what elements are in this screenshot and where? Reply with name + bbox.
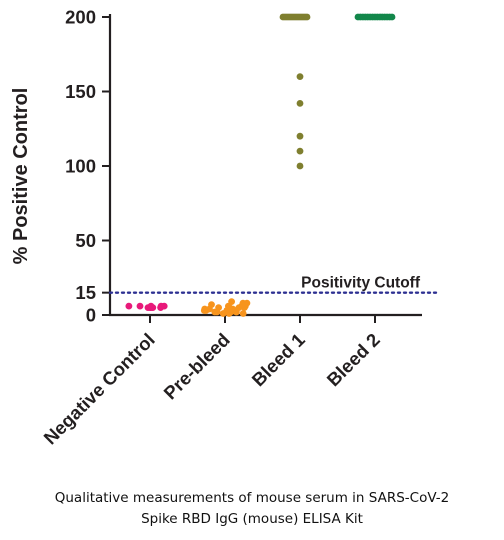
- y-tick-label: 50: [75, 230, 96, 251]
- caption-line-2: Spike RBD IgG (mouse) ELISA Kit: [141, 511, 363, 527]
- data-point: [147, 302, 155, 310]
- data-point: [125, 302, 133, 310]
- y-tick-label: 15: [75, 282, 96, 303]
- data-point: [213, 308, 221, 316]
- x-tick-label: Bleed 1: [247, 329, 308, 390]
- x-tick-label: Bleed 2: [322, 329, 383, 390]
- data-points: [125, 13, 396, 317]
- data-point: [296, 132, 304, 140]
- y-tick-label: 0: [86, 305, 96, 326]
- data-point: [303, 13, 311, 21]
- y-tick-label: 150: [65, 81, 96, 102]
- data-point: [136, 302, 144, 310]
- x-tick-label: Pre-bleed: [159, 329, 233, 403]
- chart-axes: [102, 14, 422, 323]
- caption-line-1: Qualitative measurements of mouse serum …: [54, 490, 450, 506]
- reference-line-group: Positivity Cutoff: [108, 275, 442, 294]
- data-point: [225, 305, 233, 313]
- data-point: [239, 310, 247, 317]
- data-point: [243, 299, 251, 307]
- x-tick-label: Negative Control: [39, 329, 159, 449]
- data-point: [157, 302, 165, 310]
- scatter-chart: Positivity Cutoff 015 50 100 150 200 Negative…: [10, 7, 442, 449]
- y-axis-title: % Positive Control: [10, 88, 32, 265]
- data-point: [200, 307, 208, 314]
- data-point: [206, 305, 213, 313]
- data-point: [388, 13, 396, 21]
- data-point: [296, 147, 304, 155]
- positivity-cutoff-label: Positivity Cutoff: [301, 275, 421, 292]
- y-tick-label: 200: [65, 7, 96, 28]
- data-point: [296, 73, 304, 80]
- figure-caption: Qualitative measurements of mouse serum …: [0, 488, 504, 530]
- y-tick-label: 100: [65, 156, 96, 177]
- data-point: [232, 308, 240, 316]
- data-point: [296, 100, 304, 107]
- data-point: [296, 162, 304, 170]
